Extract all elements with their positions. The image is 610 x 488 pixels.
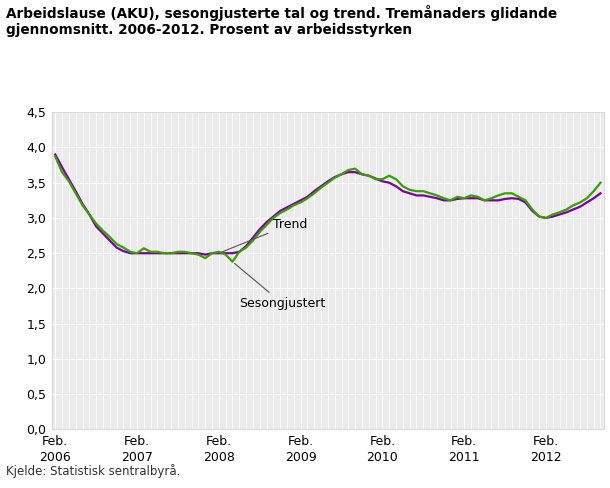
Text: Arbeidslause (AKU), sesongjusterte tal og trend. Tremånaders glidande
gjennomsni: Arbeidslause (AKU), sesongjusterte tal o… <box>6 5 557 37</box>
Text: Trend: Trend <box>221 218 307 252</box>
Text: Sesongjustert: Sesongjustert <box>235 264 326 310</box>
Text: Kjelde: Statistisk sentralbyrå.: Kjelde: Statistisk sentralbyrå. <box>6 464 181 478</box>
